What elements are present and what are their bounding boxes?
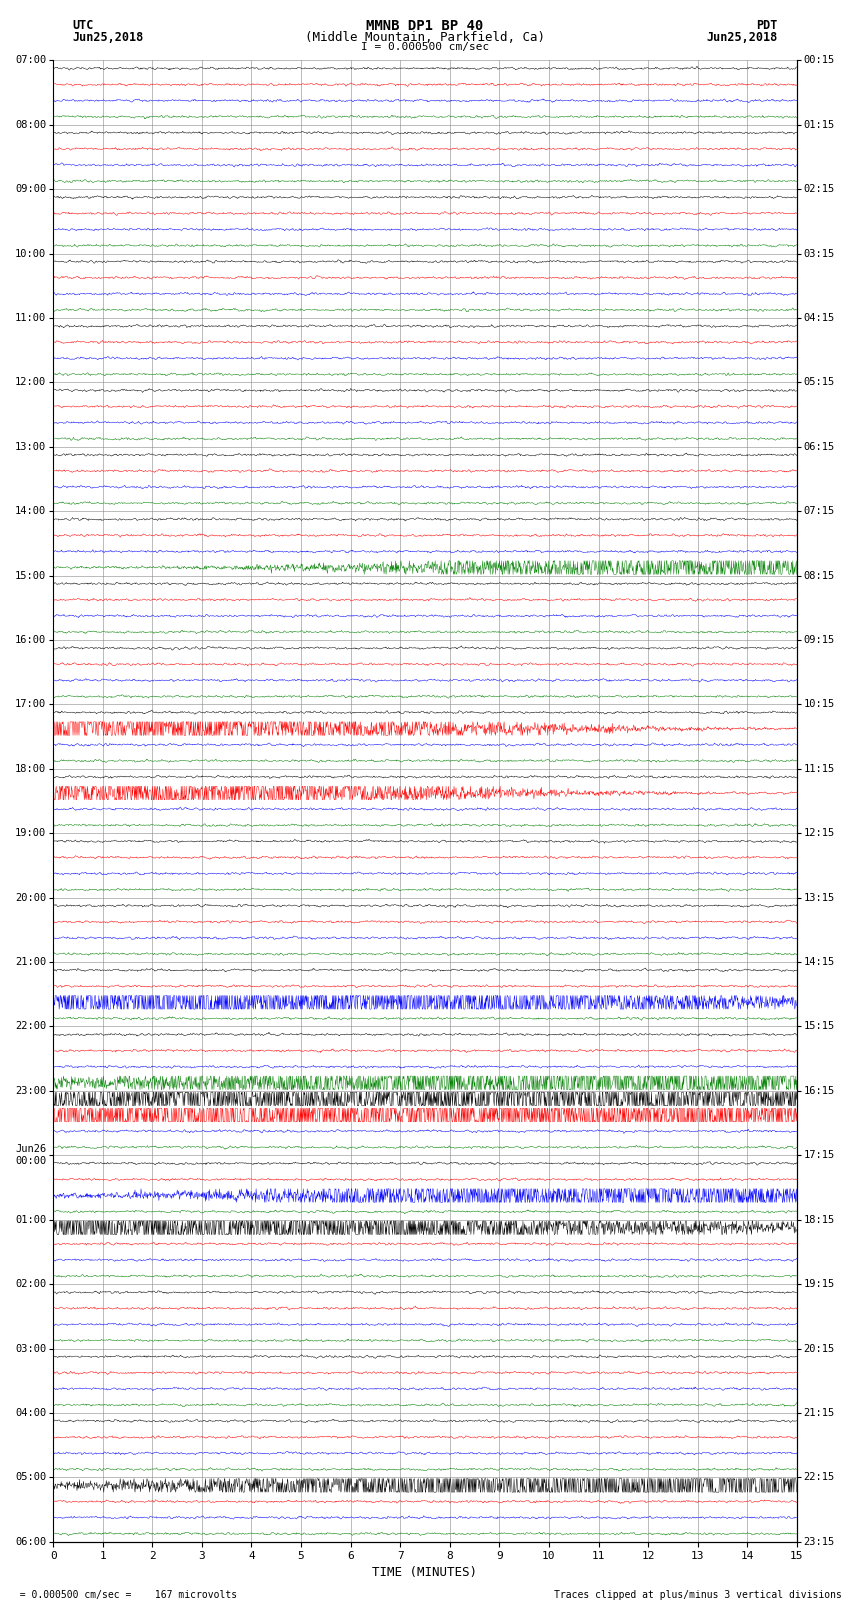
Text: Jun25,2018: Jun25,2018: [72, 31, 144, 44]
Text: UTC: UTC: [72, 19, 94, 32]
Text: (Middle Mountain, Parkfield, Ca): (Middle Mountain, Parkfield, Ca): [305, 31, 545, 44]
Text: = 0.000500 cm/sec =    167 microvolts: = 0.000500 cm/sec = 167 microvolts: [8, 1590, 238, 1600]
Text: I = 0.000500 cm/sec: I = 0.000500 cm/sec: [361, 42, 489, 52]
Text: Traces clipped at plus/minus 3 vertical divisions: Traces clipped at plus/minus 3 vertical …: [553, 1590, 842, 1600]
Text: PDT: PDT: [756, 19, 778, 32]
Text: Jun25,2018: Jun25,2018: [706, 31, 778, 44]
X-axis label: TIME (MINUTES): TIME (MINUTES): [372, 1566, 478, 1579]
Text: MMNB DP1 BP 40: MMNB DP1 BP 40: [366, 19, 484, 34]
